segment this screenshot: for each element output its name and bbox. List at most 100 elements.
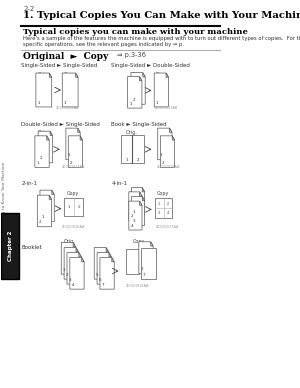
- Polygon shape: [38, 131, 52, 163]
- Polygon shape: [126, 249, 139, 274]
- Text: Booklet: Booklet: [21, 245, 42, 250]
- Text: Orig.: Orig.: [129, 191, 140, 196]
- Text: Single-Sided ► Double-Sided: Single-Sided ► Double-Sided: [111, 63, 190, 68]
- Text: Orig.: Orig.: [39, 191, 51, 196]
- Text: Copy: Copy: [159, 130, 171, 135]
- Polygon shape: [143, 73, 145, 77]
- Polygon shape: [37, 195, 52, 227]
- Text: Chapter 2: Chapter 2: [8, 231, 13, 261]
- Text: 7: 7: [143, 273, 146, 277]
- Text: 4002O012AA: 4002O012AA: [56, 106, 79, 111]
- Text: 4002O016AA: 4002O016AA: [62, 225, 85, 229]
- Text: 2: 2: [70, 161, 73, 165]
- Polygon shape: [50, 131, 52, 135]
- Polygon shape: [169, 128, 172, 132]
- Polygon shape: [67, 253, 81, 284]
- Polygon shape: [62, 73, 78, 107]
- Text: Orig.: Orig.: [130, 72, 142, 77]
- Text: 4002O014AA: 4002O014AA: [62, 165, 85, 169]
- Text: 4: 4: [71, 283, 74, 287]
- Polygon shape: [68, 136, 83, 167]
- Text: 2: 2: [162, 161, 164, 165]
- Polygon shape: [82, 258, 84, 262]
- Text: 2: 2: [39, 220, 41, 224]
- Text: 1. Typical Copies You Can Make with Your Machine: 1. Typical Copies You Can Make with Your…: [23, 11, 300, 21]
- Text: 2-in-1: 2-in-1: [21, 181, 37, 186]
- Text: Typical copies you can make with your machine: Typical copies you can make with your ma…: [23, 28, 248, 36]
- Polygon shape: [109, 253, 111, 257]
- Text: 1: 1: [38, 100, 40, 105]
- Text: Copy: Copy: [67, 191, 79, 196]
- Polygon shape: [142, 248, 156, 279]
- Polygon shape: [49, 73, 52, 77]
- Polygon shape: [76, 248, 78, 252]
- Polygon shape: [36, 73, 52, 107]
- Text: 3: 3: [133, 219, 136, 223]
- Polygon shape: [64, 248, 78, 279]
- Text: Book ► Single-Sided: Book ► Single-Sided: [111, 121, 167, 126]
- Polygon shape: [64, 198, 83, 216]
- Text: 2: 2: [130, 215, 133, 218]
- Text: 2: 2: [136, 158, 139, 162]
- Text: Single-Sided ► Single-Sided: Single-Sided ► Single-Sided: [21, 63, 98, 68]
- Text: 1: 1: [129, 102, 132, 106]
- Text: Original  ►  Copy: Original ► Copy: [23, 52, 109, 61]
- Text: 3: 3: [68, 278, 71, 282]
- Polygon shape: [151, 242, 153, 246]
- Polygon shape: [154, 73, 169, 107]
- Text: 1: 1: [68, 205, 70, 209]
- Text: 4: 4: [130, 224, 133, 228]
- Polygon shape: [155, 198, 172, 218]
- Polygon shape: [131, 73, 145, 104]
- Text: Copy: Copy: [157, 191, 169, 196]
- Text: 7: 7: [101, 283, 104, 287]
- Polygon shape: [129, 201, 142, 230]
- Text: Orig.: Orig.: [38, 72, 50, 77]
- Text: 1: 1: [41, 215, 44, 220]
- Polygon shape: [70, 258, 84, 289]
- Text: 2-2: 2-2: [23, 6, 34, 12]
- Polygon shape: [94, 248, 109, 279]
- Text: 4002O013AB: 4002O013AB: [154, 106, 178, 111]
- Text: 2: 2: [66, 273, 68, 277]
- Text: 2: 2: [167, 202, 169, 206]
- Polygon shape: [100, 258, 114, 289]
- Polygon shape: [132, 135, 143, 163]
- Polygon shape: [78, 128, 80, 132]
- Text: 4002O018AA: 4002O018AA: [126, 284, 149, 288]
- Polygon shape: [80, 136, 83, 140]
- Polygon shape: [140, 201, 142, 205]
- Text: Here's a sample of the features the machine is equipped with to turn out differe: Here's a sample of the features the mach…: [23, 36, 300, 47]
- Text: 2: 2: [77, 205, 80, 209]
- Text: Copy: Copy: [133, 239, 145, 244]
- Polygon shape: [158, 128, 172, 160]
- Polygon shape: [47, 136, 49, 140]
- Text: 1: 1: [64, 100, 66, 105]
- Text: Orig.: Orig.: [64, 239, 75, 244]
- Text: 1: 1: [125, 158, 128, 162]
- Text: 6: 6: [99, 278, 101, 282]
- Polygon shape: [106, 248, 109, 252]
- Text: Copy: Copy: [156, 72, 168, 77]
- FancyBboxPatch shape: [2, 213, 20, 279]
- Polygon shape: [35, 136, 49, 167]
- Polygon shape: [73, 242, 76, 247]
- Text: 1: 1: [63, 268, 65, 272]
- Text: 1: 1: [158, 202, 160, 206]
- Text: 1: 1: [156, 100, 158, 105]
- Text: Orig.: Orig.: [38, 130, 50, 135]
- Polygon shape: [140, 192, 142, 196]
- Text: Copy: Copy: [68, 130, 80, 135]
- Polygon shape: [49, 195, 52, 199]
- Polygon shape: [166, 73, 169, 77]
- Text: 4-in-1: 4-in-1: [111, 181, 127, 186]
- Polygon shape: [61, 242, 76, 274]
- Polygon shape: [142, 196, 145, 201]
- Polygon shape: [142, 188, 145, 192]
- Text: Copy: Copy: [64, 72, 76, 77]
- Text: 2: 2: [40, 156, 42, 161]
- Polygon shape: [140, 76, 142, 81]
- Text: 3: 3: [158, 211, 160, 215]
- Polygon shape: [66, 128, 80, 160]
- Polygon shape: [160, 136, 175, 167]
